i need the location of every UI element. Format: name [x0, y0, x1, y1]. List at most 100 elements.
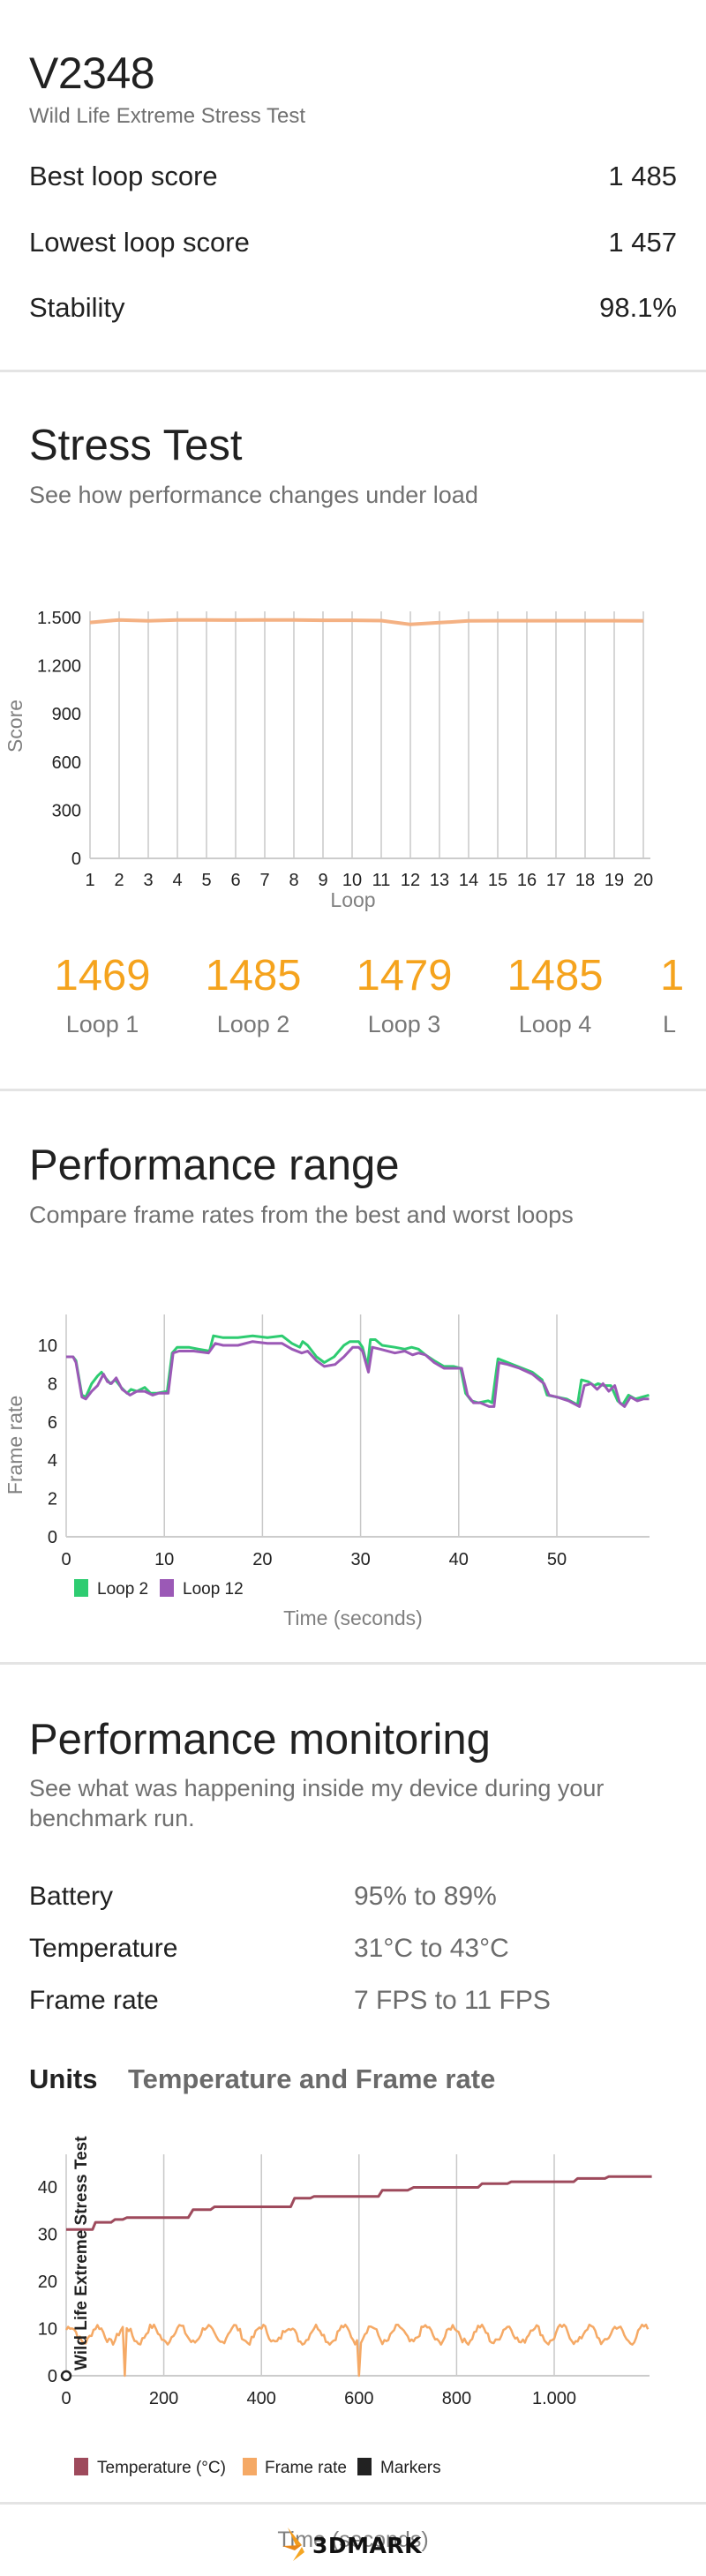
stress-test-title: Stress Test — [29, 422, 243, 469]
svg-text:1: 1 — [85, 871, 94, 890]
svg-text:6: 6 — [230, 871, 240, 890]
svg-text:40: 40 — [38, 2178, 57, 2198]
summary-best-value: 1 485 — [608, 161, 677, 191]
perf-range-legend: Loop 2 Loop 12 — [74, 1579, 244, 1599]
svg-text:13: 13 — [430, 871, 449, 890]
frame-rate-value: 7 FPS to 11 FPS — [354, 1986, 551, 2015]
performance-range-chart: 0 2 4 6 8 10 0 10 20 30 40 50 Frame rate Loop 2 Lo… — [4, 1314, 650, 1629]
loop-card-1[interactable]: 1469 Loop 1 — [36, 955, 169, 1037]
test-name: Wild Life Extreme Stress Test — [29, 104, 305, 128]
loop-card-2[interactable]: 1485 Loop 2 — [187, 955, 319, 1037]
performance-monitoring-subtitle-2: benchmark run. — [29, 1805, 195, 1831]
loop-score: 1485 — [205, 952, 302, 1000]
loop-card-5-partial[interactable]: 1 L — [660, 955, 706, 1037]
svg-text:600: 600 — [344, 2389, 373, 2408]
monitoring-grid — [65, 2154, 650, 2377]
monitoring-y-axis: 0 10 20 30 40 — [38, 2178, 57, 2386]
stress-x-axis-title: Loop — [330, 888, 375, 911]
loop-card-3[interactable]: 1479 Loop 3 — [338, 955, 470, 1037]
units-selector[interactable]: Units Temperature and Frame rate — [29, 2063, 495, 2095]
svg-text:30: 30 — [350, 1550, 370, 1569]
stress-score-line — [89, 618, 644, 626]
svg-text:0: 0 — [48, 1528, 57, 1547]
svg-text:19: 19 — [605, 871, 624, 890]
svg-text:1.200: 1.200 — [37, 657, 81, 677]
svg-text:10: 10 — [154, 1550, 174, 1569]
battery-value: 95% to 89% — [354, 1882, 497, 1911]
loop-12-line — [66, 1340, 650, 1408]
svg-text:2: 2 — [114, 871, 124, 890]
legend-swatch-loop-12 — [160, 1579, 174, 1597]
loop-score: 1469 — [54, 952, 151, 1000]
svg-text:15: 15 — [488, 871, 507, 890]
perf-range-grid — [65, 1314, 650, 1538]
svg-text:400: 400 — [247, 2389, 276, 2408]
units-dropdown-value[interactable]: Temperature and Frame rate — [127, 2063, 496, 2094]
loop-score: 1 — [660, 952, 685, 1000]
device-name: V2348 — [29, 49, 155, 98]
svg-text:9: 9 — [318, 871, 327, 890]
units-label: Units — [29, 2063, 98, 2094]
summary-lowest-value: 1 457 — [608, 227, 677, 258]
svg-text:7: 7 — [259, 871, 269, 890]
loop-score: 1485 — [507, 952, 604, 1000]
svg-text:10: 10 — [38, 2320, 57, 2340]
perf-range-y-axis-title: Frame rate — [4, 1396, 26, 1494]
section-divider — [0, 2502, 706, 2505]
svg-text:20: 20 — [252, 1550, 272, 1569]
monitoring-x-axis-title: Time (seconds) — [277, 2527, 429, 2552]
legend-swatch-frame-rate — [243, 2458, 257, 2475]
stress-chart-x-axis: 1 2 3 4 5 6 7 8 9 10 11 12 13 14 15 16 17 18 19 20 — [85, 871, 653, 890]
3dmark-logo: 3DMARK — [281, 2526, 431, 2563]
svg-text:17: 17 — [546, 871, 566, 890]
loop-label: L — [663, 1011, 677, 1037]
svg-text:900: 900 — [52, 705, 81, 724]
stress-chart-y-axis: 0 300 600 900 1.200 1.500 — [37, 609, 81, 869]
svg-text:800: 800 — [442, 2389, 471, 2408]
frame-rate-label: Frame rate — [29, 1986, 159, 2015]
legend-label-frame-rate: Frame rate — [265, 2459, 347, 2477]
svg-text:4: 4 — [172, 871, 182, 890]
battery-label: Battery — [29, 1882, 114, 1911]
monitoring-x-axis: 0 200 400 600 800 1.000 — [61, 2389, 576, 2408]
legend-swatch-temperature — [74, 2458, 88, 2475]
svg-text:5: 5 — [201, 871, 211, 890]
performance-monitoring-subtitle-1: See what was happening inside my device … — [29, 1775, 605, 1801]
performance-monitoring-chart: 0 10 20 30 40 0 200 400 600 800 1.000 Wild Life E… — [38, 2136, 652, 2477]
svg-text:1.500: 1.500 — [37, 609, 81, 628]
temperature-label: Temperature — [29, 1934, 178, 1963]
section-divider — [0, 370, 706, 372]
summary-best-label: Best loop score — [29, 161, 218, 191]
section-divider — [0, 1662, 706, 1665]
marker-point — [60, 2370, 72, 2382]
svg-text:40: 40 — [449, 1550, 469, 1569]
loop-label: Loop 1 — [65, 1011, 139, 1037]
svg-text:20: 20 — [634, 871, 653, 890]
3dmark-logo-icon — [282, 2527, 304, 2561]
stress-chart-grid — [89, 611, 650, 859]
svg-text:20: 20 — [38, 2273, 57, 2292]
svg-text:6: 6 — [48, 1413, 57, 1433]
svg-text:11: 11 — [372, 871, 391, 890]
svg-text:600: 600 — [52, 753, 81, 773]
performance-range-subtitle: Compare frame rates from the best and wo… — [29, 1202, 574, 1228]
temperature-value: 31°C to 43°C — [354, 1934, 509, 1963]
svg-text:1.000: 1.000 — [532, 2389, 576, 2408]
stress-test-subtitle: See how performance changes under load — [29, 482, 478, 508]
legend-swatch-markers — [357, 2458, 372, 2475]
svg-text:8: 8 — [289, 871, 298, 890]
loop-scores-carousel[interactable]: 1469 Loop 1 1485 Loop 2 1479 Loop 3 1485… — [0, 944, 706, 1041]
summary-stability-label: Stability — [29, 292, 125, 323]
svg-text:4: 4 — [48, 1451, 57, 1471]
monitoring-legend: Temperature (°C) Frame rate Markers — [74, 2458, 441, 2477]
performance-monitoring-title: Performance monitoring — [29, 1716, 491, 1764]
marker-annotation: Wild Life Extreme Stress Test — [72, 2136, 91, 2370]
loop-card-4[interactable]: 1485 Loop 4 — [489, 955, 621, 1037]
legend-swatch-loop-2 — [74, 1579, 88, 1597]
svg-text:10: 10 — [38, 1337, 57, 1356]
svg-text:0: 0 — [61, 2389, 71, 2408]
perf-range-x-axis-title: Time (seconds) — [283, 1606, 423, 1629]
section-divider — [0, 1089, 706, 1091]
legend-label-loop-2: Loop 2 — [97, 1580, 148, 1599]
